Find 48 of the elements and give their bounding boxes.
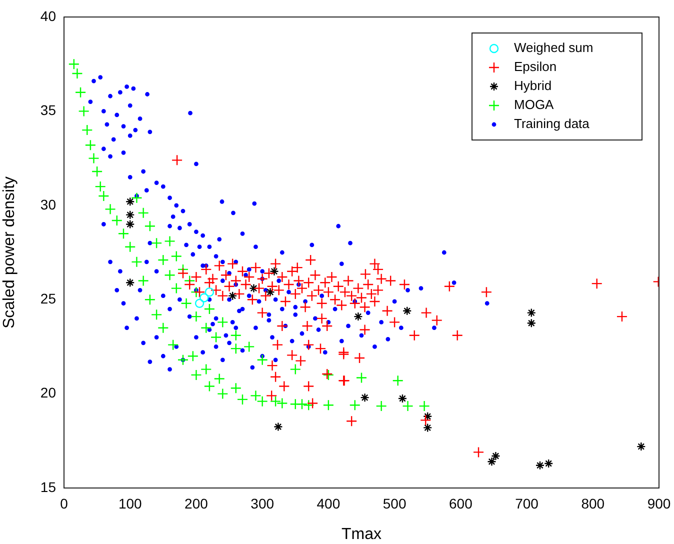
x-axis-title: Tmax (342, 526, 382, 543)
point (354, 312, 363, 322)
legend-label: Epsilon (514, 59, 557, 74)
point (487, 457, 496, 466)
point (535, 460, 545, 470)
point (544, 458, 554, 468)
y-tick-label: 30 (40, 196, 56, 212)
point (360, 392, 370, 402)
point (204, 287, 214, 297)
point (274, 422, 283, 432)
legend-label: Training data (514, 116, 590, 132)
x-tick-label: 200 (184, 495, 208, 512)
y-tick-label: 40 (40, 8, 56, 24)
point (194, 298, 204, 308)
point (200, 293, 209, 302)
point (126, 197, 135, 206)
y-tick-label: 20 (40, 384, 56, 401)
y-tick-label: 35 (40, 102, 56, 118)
point (126, 220, 135, 229)
point (126, 210, 135, 220)
legend-label: Hybrid (514, 78, 552, 94)
x-tick-label: 900 (647, 495, 671, 512)
x-tick-label: 700 (515, 495, 539, 512)
y-axis-title: Scaled power density (1, 176, 18, 329)
point (491, 451, 500, 461)
point (270, 266, 279, 276)
point (526, 318, 536, 328)
x-tick-label: 500 (382, 495, 406, 512)
x-tick-label: 800 (581, 495, 605, 512)
point (126, 278, 135, 288)
y-tick-label: 15 (40, 478, 56, 495)
point (423, 412, 432, 422)
y-tick-label: 25 (40, 290, 56, 306)
x-tick-label: 0 (60, 495, 68, 512)
x-tick-label: 300 (250, 495, 274, 512)
x-tick-label: 100 (118, 495, 142, 512)
point (402, 306, 412, 316)
point (249, 284, 258, 293)
point (526, 308, 536, 318)
point (636, 442, 646, 452)
x-tick-label: 400 (316, 495, 340, 512)
legend-label: Weighed sum (514, 40, 594, 56)
point (266, 287, 275, 297)
point (398, 394, 408, 404)
legend-label: MOGA (514, 97, 554, 112)
x-tick-label: 600 (448, 495, 473, 512)
point (228, 291, 238, 300)
point (423, 423, 432, 432)
